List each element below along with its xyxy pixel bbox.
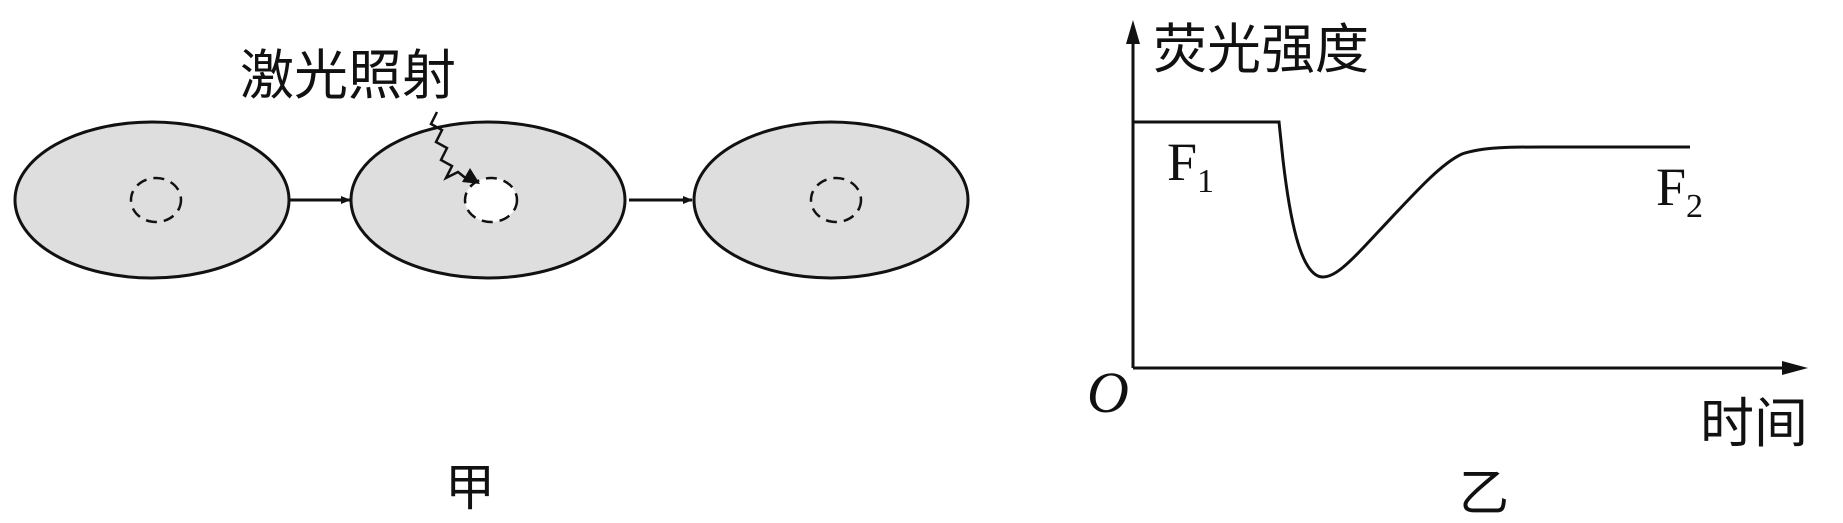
x-axis-label: 时间	[1700, 392, 1808, 455]
laser-label: 激光照射	[240, 44, 456, 107]
cell-2	[349, 120, 627, 280]
cell-2-nucleus-bleached	[463, 176, 519, 224]
y-axis-arrowhead	[1126, 20, 1140, 44]
cell-1	[13, 120, 291, 280]
cell-3	[692, 120, 970, 280]
f2-label: F2	[1656, 157, 1703, 225]
f2-base: F	[1656, 157, 1686, 217]
panel-a: 激光照射 甲	[13, 44, 970, 517]
cell-1-nucleus-dashed	[129, 176, 183, 224]
y-axis-label: 荧光强度	[1153, 18, 1369, 81]
laser-arrowhead	[462, 168, 480, 184]
f1-subscript: 1	[1197, 163, 1214, 200]
fluorescence-curve	[1133, 120, 1690, 279]
laser-zigzag-arrow	[429, 111, 469, 181]
f2-subscript: 2	[1686, 188, 1703, 225]
origin-label: O	[1087, 360, 1129, 425]
cell-1-body	[13, 120, 291, 280]
f1-base: F	[1167, 132, 1197, 192]
f1-label: F1	[1167, 132, 1214, 200]
panel-a-caption: 甲	[445, 459, 495, 517]
panel-b: 荧光强度 时间 O F1 F2 乙	[1087, 18, 1808, 522]
cell-3-nucleus-dashed	[809, 176, 863, 224]
panel-b-caption: 乙	[1459, 464, 1509, 522]
cell-3-body	[692, 120, 970, 280]
x-axis-arrowhead	[1782, 361, 1808, 375]
